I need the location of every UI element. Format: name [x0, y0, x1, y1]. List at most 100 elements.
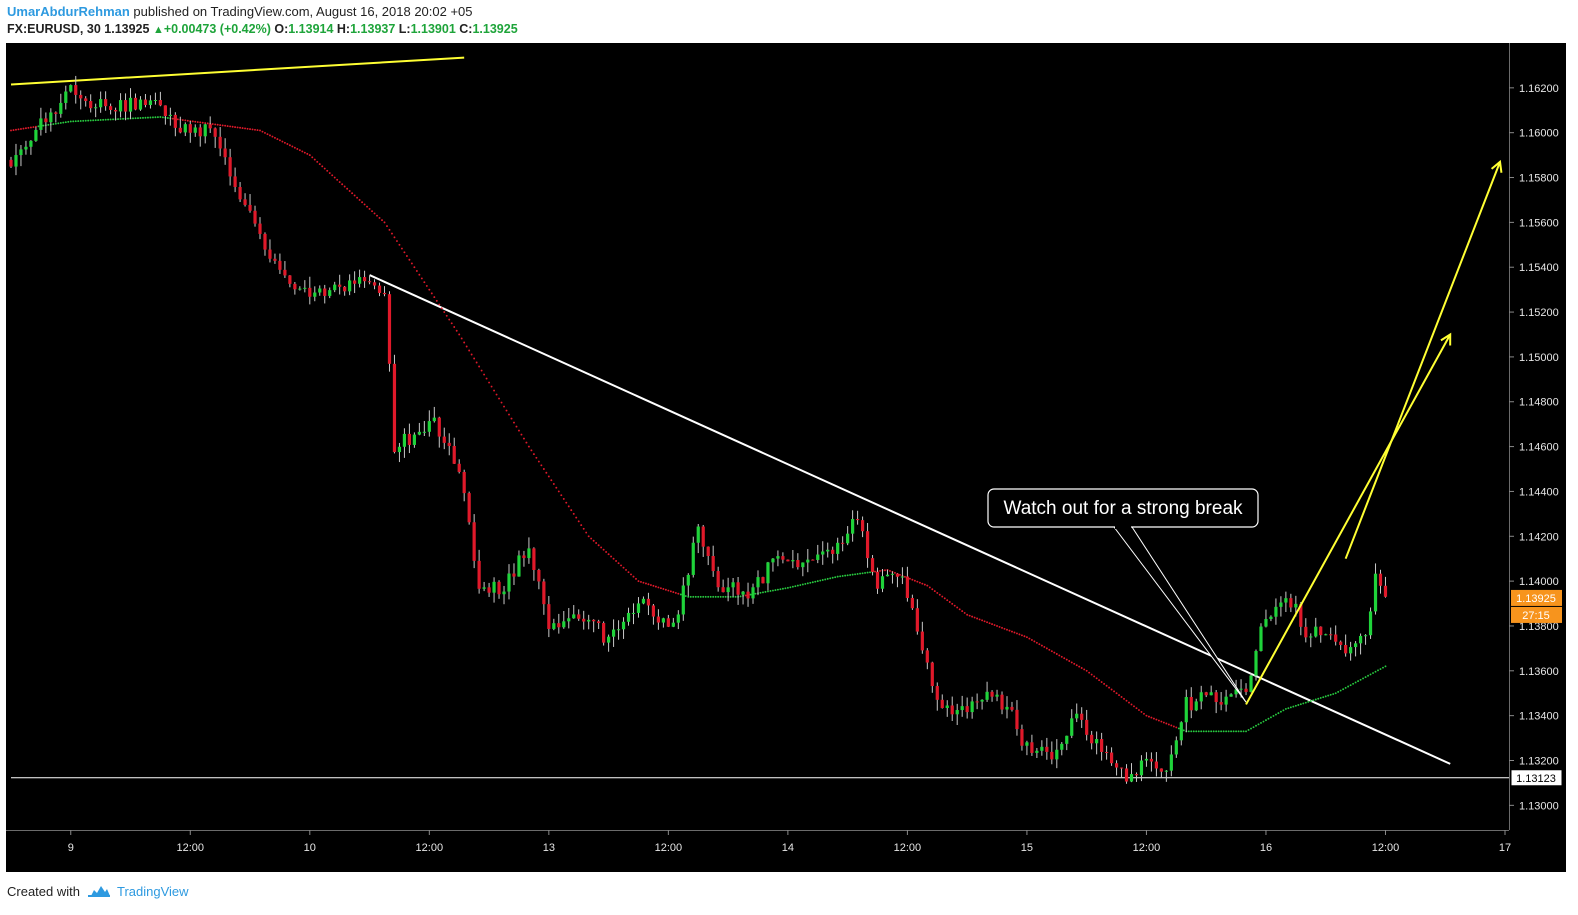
candle-body — [661, 618, 665, 623]
tradingview-link[interactable]: TradingView — [117, 884, 189, 899]
candle-body — [253, 210, 257, 224]
price-chart[interactable]: 1.16200 1.16000 1.15800 1.15600 1.15400 1.152… — [6, 43, 1566, 872]
candle-body — [656, 616, 660, 623]
candle-body — [1358, 635, 1363, 644]
ma-dot — [343, 185, 346, 188]
ma-dot — [667, 589, 670, 592]
price-tick-label: 1.14000 — [1519, 576, 1559, 588]
ma-dot — [410, 262, 413, 265]
candle-body — [806, 559, 810, 563]
candle-body — [756, 577, 760, 588]
open-label: O: — [274, 22, 289, 36]
ma-dot — [221, 124, 224, 127]
ma-dot — [1255, 724, 1257, 727]
ma-dot — [1309, 700, 1312, 703]
ma-dot — [1212, 730, 1215, 733]
ma-dot — [931, 588, 934, 591]
last-price-tag-label: 1.13925 — [1516, 593, 1556, 605]
ma-dot — [1070, 661, 1073, 664]
ma-dot — [29, 126, 32, 129]
ma-dot — [946, 599, 949, 602]
ma-dot — [1284, 707, 1287, 710]
candle-body — [1319, 626, 1323, 636]
ma-dot — [1269, 716, 1272, 719]
ma-dot — [819, 579, 822, 582]
ma-dot — [963, 611, 966, 614]
ma-dot — [933, 590, 936, 593]
candle-body — [1363, 635, 1368, 637]
candle-body — [527, 548, 531, 559]
candle-body — [427, 421, 431, 432]
candle-body — [681, 585, 685, 615]
ma-dot — [186, 119, 189, 122]
ma-dot — [430, 292, 433, 295]
ma-dot — [12, 129, 15, 132]
candle-body — [860, 520, 865, 532]
candle-body — [39, 118, 43, 130]
candle-body — [288, 275, 292, 284]
ma-dot — [1299, 703, 1302, 706]
ma-dot — [562, 497, 565, 500]
candle-body — [940, 699, 944, 709]
ma-dot — [59, 122, 62, 124]
ma-dot — [219, 124, 222, 127]
candle-body — [1005, 706, 1009, 710]
candle-body — [138, 99, 143, 110]
candle-body — [109, 106, 113, 110]
author-link[interactable]: UmarAbdurRehman — [7, 4, 130, 19]
ma-dot — [485, 377, 488, 380]
ma-dot — [254, 128, 256, 131]
ma-dot — [1167, 723, 1170, 726]
ma-dot — [911, 578, 914, 581]
candle-body — [587, 619, 591, 622]
candle-body — [930, 662, 934, 687]
ma-dot — [57, 122, 60, 125]
ma-dot — [1227, 730, 1230, 733]
ma-dot — [1294, 704, 1297, 707]
candle-body — [1169, 754, 1173, 771]
ma-dot — [894, 571, 896, 574]
last-price-tag — [1511, 589, 1562, 606]
ma-dot — [1088, 671, 1091, 674]
ma-dot — [480, 369, 483, 372]
ma-dot — [99, 119, 102, 121]
candle-body — [353, 280, 357, 284]
ma-dot — [550, 479, 553, 482]
candle-body — [1159, 768, 1163, 772]
candle-body — [641, 598, 646, 604]
candle-body — [1025, 742, 1029, 746]
symbol-label: FX:EURUSD, 30 — [7, 22, 101, 36]
ma-dot — [316, 160, 319, 163]
candle-body — [1179, 722, 1183, 741]
ma-dot — [1357, 680, 1360, 683]
ma-dot — [622, 566, 625, 569]
candle-body — [402, 433, 407, 447]
ma-dot — [1324, 695, 1327, 698]
candle-body — [333, 284, 337, 291]
ma-dot — [956, 606, 959, 609]
candle-body — [552, 623, 556, 629]
candle-body — [960, 706, 964, 711]
ma-dot — [729, 595, 732, 598]
ma-dot — [321, 165, 324, 168]
candle-body — [965, 706, 969, 713]
ma-dot — [54, 122, 57, 125]
ma-dot — [1332, 693, 1335, 695]
ma-dot — [724, 595, 727, 598]
candle-body — [716, 571, 720, 588]
candle-body — [9, 159, 13, 167]
ma-dot — [191, 120, 194, 123]
ma-dot — [246, 127, 249, 130]
ma-dot — [453, 326, 456, 328]
ma-dot — [151, 116, 154, 119]
chart-area[interactable]: 1.16200 1.16000 1.15800 1.15600 1.15400 1.152… — [6, 43, 1566, 872]
ma-dot — [1282, 709, 1285, 712]
ma-dot — [1162, 721, 1165, 724]
ma-dot — [94, 119, 97, 122]
candle-body — [1373, 573, 1378, 612]
candle-body — [597, 621, 601, 624]
candle-body — [711, 556, 715, 572]
tradingview-cloud-icon[interactable] — [86, 882, 112, 898]
candle-body — [746, 591, 750, 599]
ma-dot — [465, 345, 468, 348]
